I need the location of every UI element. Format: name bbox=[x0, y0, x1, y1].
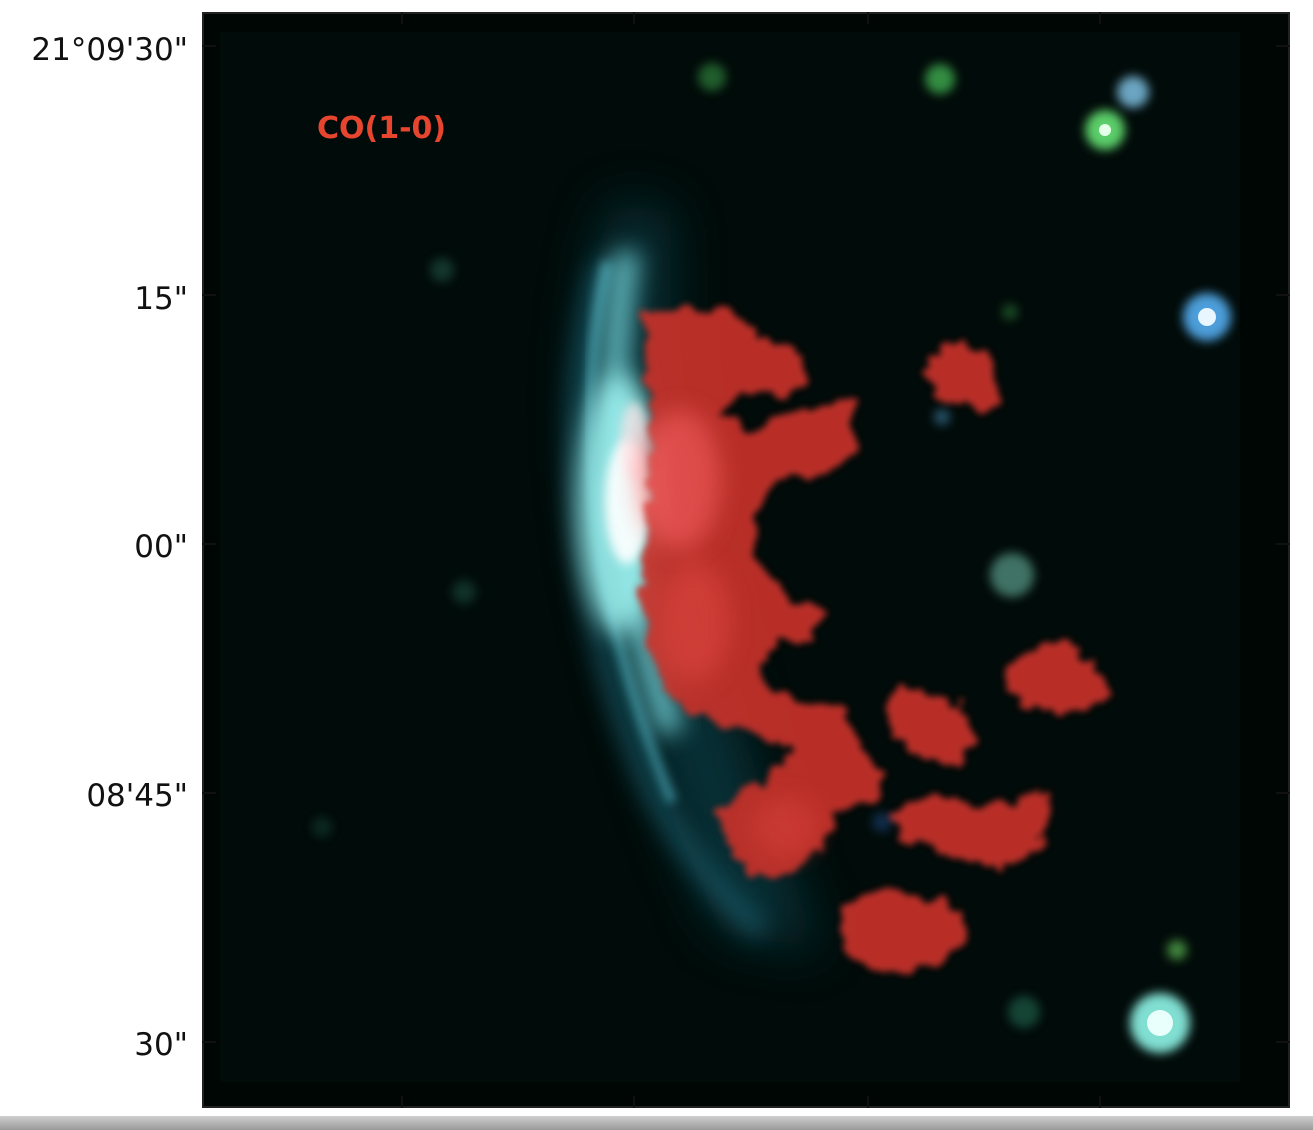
star-field bbox=[312, 63, 1231, 1053]
dec-tick-label-2: 15" bbox=[134, 281, 188, 317]
sky-image: CO(1-0) bbox=[202, 12, 1290, 1108]
dec-tick-label-4: 08'45" bbox=[86, 778, 188, 814]
co-emission bbox=[640, 307, 1112, 972]
dec-tick-label-3: 00" bbox=[134, 529, 188, 565]
co-label: CO(1-0) bbox=[317, 111, 446, 146]
dec-tick-label-1: 21°09'30" bbox=[31, 32, 188, 68]
axis-frame bbox=[202, 12, 1290, 1108]
dec-tick-label-5: 30" bbox=[134, 1027, 188, 1063]
bottom-edge-bar bbox=[0, 1116, 1313, 1130]
